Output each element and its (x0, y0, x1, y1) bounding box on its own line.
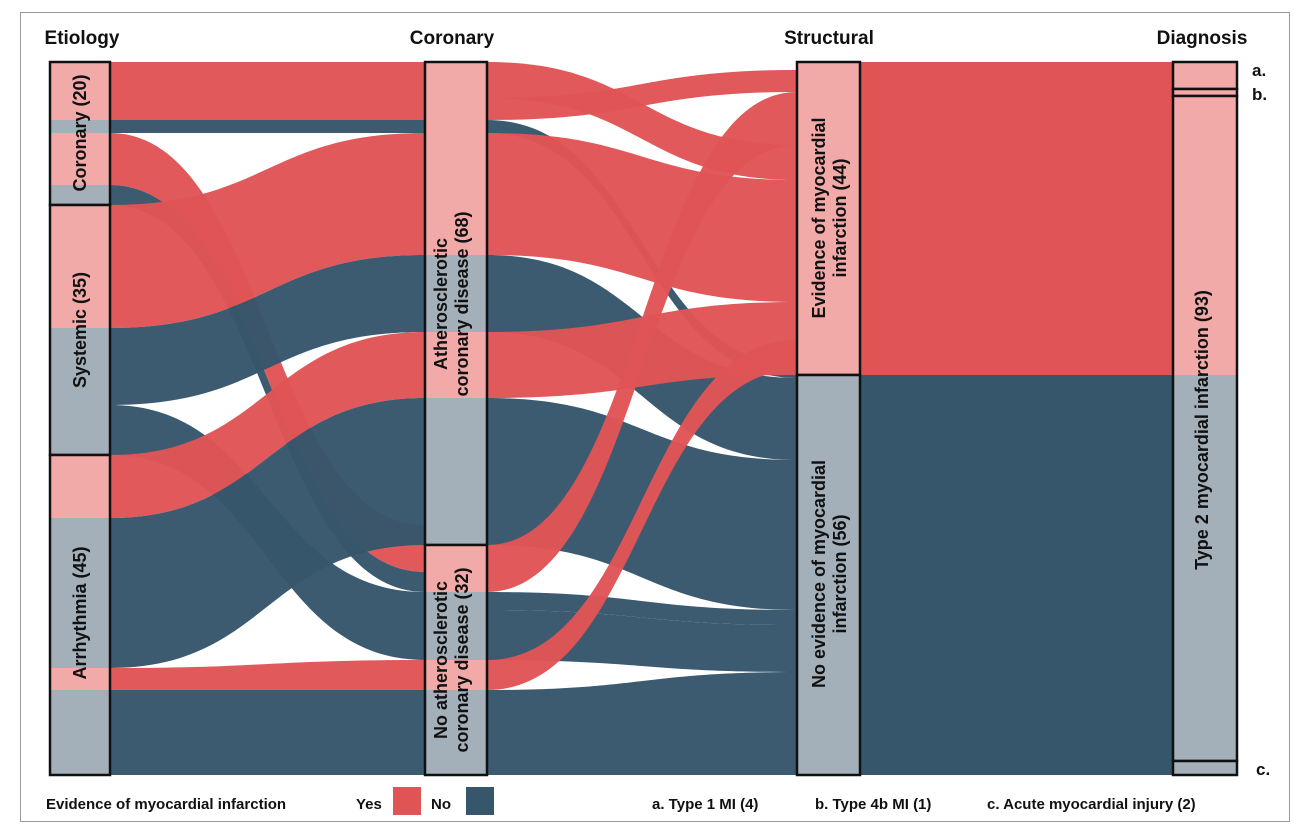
node-label-evidence-line2: infarction (44) (830, 158, 850, 277)
flow-coronary-structural-10 (487, 340, 797, 690)
node-atherosclerotic-seg-0 (425, 62, 487, 255)
node-atherosclerotic-seg-2 (425, 332, 487, 398)
node-label-coronary: Coronary (20) (70, 74, 90, 191)
node-label-no-atherosclerotic-line1: No atherosclerotic (431, 581, 451, 739)
flow-etiology-coronary-8 (110, 398, 425, 668)
figure-frame (20, 12, 1290, 822)
node-type4b-mi-seg-0 (1173, 89, 1237, 96)
flow-coronary-structural-8 (487, 592, 797, 625)
legend-yes-label: Yes (356, 796, 382, 813)
flow-coronary-structural-12 (487, 760, 797, 775)
flow-etiology-coronary-1 (110, 120, 425, 133)
flow-coronary-structural-7 (487, 92, 797, 592)
node-coronary-seg-2 (50, 133, 110, 185)
node-no-atherosclerotic-seg-3 (425, 690, 487, 775)
flow-etiology-coronary-3 (110, 185, 425, 592)
sankey-flows (110, 62, 1173, 775)
node-label-no-atherosclerotic-line2: coronary disease (32) (452, 567, 472, 752)
node-no-atherosclerotic-seg-1 (425, 592, 487, 660)
flow-coronary-structural-9 (487, 610, 797, 672)
node-label-no-evidence-line2: infarction (56) (830, 514, 850, 633)
node-label-arrhythmia: Arrhythmia (45) (70, 546, 90, 679)
node-type1-mi-seg-0 (1173, 62, 1237, 89)
column-title-coronary: Coronary (410, 28, 495, 49)
node-atherosclerotic-seg-1 (425, 255, 487, 332)
legend-title: Evidence of myocardial infarction (46, 796, 286, 813)
flow-structural-diagnosis-yes (860, 62, 1173, 375)
legend-note-c: c. Acute myocardial injury (2) (987, 796, 1196, 813)
column-title-structural: Structural (784, 28, 874, 49)
node-coronary-seg-0 (50, 62, 110, 120)
node-label-type2-mi: Type 2 myocardial infarction (93) (1192, 290, 1212, 570)
node-type2-mi-seg-0 (1173, 96, 1237, 375)
flow-coronary-structural-1 (487, 70, 797, 120)
node-arrhythmia-seg-2 (50, 668, 110, 690)
node-arrhythmia-seg-0 (50, 455, 110, 518)
node-arrhythmia-outline (48, 453, 112, 777)
sankey-nodes (48, 60, 1239, 777)
node-acute-injury-seg-0 (1173, 761, 1237, 775)
legend-note-a: a. Type 1 MI (4) (652, 796, 758, 813)
column-title-diagnosis: Diagnosis (1157, 28, 1248, 49)
node-no-atherosclerotic-outline (423, 543, 489, 777)
node-no-atherosclerotic-seg-0 (425, 545, 487, 592)
flow-etiology-coronary-5 (110, 255, 425, 405)
flow-etiology-coronary-10 (110, 690, 425, 775)
node-coronary-seg-3 (50, 185, 110, 205)
flow-etiology-coronary-7 (110, 332, 425, 518)
legend-no-label: No (431, 796, 451, 813)
flow-etiology-coronary-0 (110, 62, 425, 120)
marker-b: b. (1252, 85, 1267, 104)
node-arrhythmia-seg-3 (50, 690, 110, 775)
marker-a: a. (1252, 61, 1266, 80)
marker-c: c. (1256, 760, 1270, 779)
column-title-etiology: Etiology (45, 28, 120, 49)
legend-yes-swatch (393, 787, 421, 815)
flow-structural-diagnosis-no (860, 375, 1173, 775)
node-acute-injury-outline (1171, 759, 1239, 777)
legend-no-swatch (466, 787, 494, 815)
node-systemic-seg-1 (50, 328, 110, 455)
node-label-atherosclerotic-line2: coronary disease (68) (452, 211, 472, 396)
node-coronary-seg-1 (50, 120, 110, 133)
node-evidence-mi-seg-0 (797, 62, 860, 375)
node-atherosclerotic-seg-3 (425, 398, 487, 545)
node-label-atherosclerotic-line1: Atherosclerotic (431, 238, 451, 370)
node-systemic-seg-0 (50, 205, 110, 328)
node-no-evidence-mi-outline (795, 373, 862, 777)
flow-etiology-coronary-9 (110, 660, 425, 690)
node-no-atherosclerotic-seg-2 (425, 660, 487, 690)
node-arrhythmia-seg-1 (50, 518, 110, 668)
node-type2-mi-seg-1 (1173, 375, 1237, 761)
node-label-no-evidence-line1: No evidence of myocardial (809, 460, 829, 688)
node-label-systemic: Systemic (35) (70, 272, 90, 388)
node-label-evidence-line1: Evidence of myocardial (809, 117, 829, 318)
flow-etiology-coronary-4 (110, 133, 425, 328)
legend-note-b: b. Type 4b MI (1) (815, 796, 931, 813)
flow-coronary-structural-11 (487, 672, 797, 760)
node-no-evidence-mi-seg-0 (797, 375, 860, 775)
